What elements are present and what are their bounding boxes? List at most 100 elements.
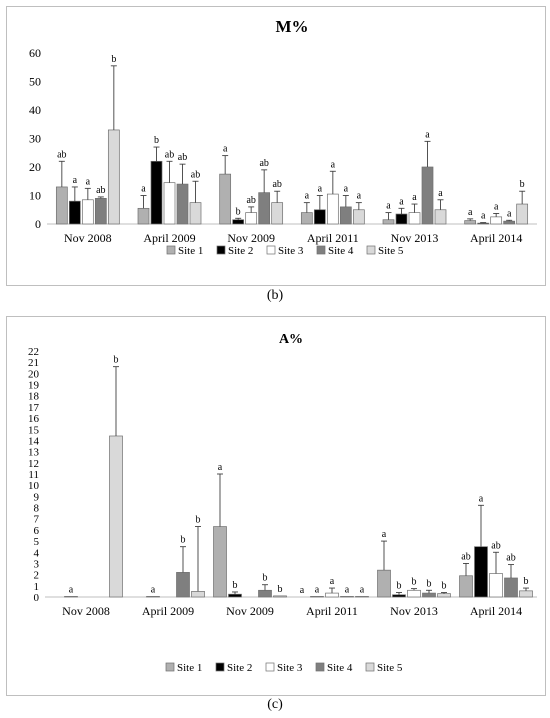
m-significance-label: a bbox=[331, 159, 336, 170]
a-legend-label: Site 5 bbox=[377, 662, 403, 674]
a-significance-label: a bbox=[315, 584, 320, 595]
m-significance-label: a bbox=[481, 211, 486, 222]
m-bar bbox=[55, 186, 68, 225]
a-significance-label: a bbox=[69, 584, 74, 595]
m-x-tick-label: Nov 2013 bbox=[391, 231, 439, 245]
m-significance-label: b bbox=[520, 179, 525, 190]
m-significance-label: ab bbox=[259, 158, 268, 169]
a-x-tick-label: Nov 2008 bbox=[62, 604, 110, 618]
m-significance-label: ab bbox=[272, 179, 281, 190]
a-bar bbox=[176, 572, 190, 598]
m-significance-label: b bbox=[154, 135, 159, 146]
m-x-tick-label: April 2014 bbox=[470, 231, 522, 245]
m-bar bbox=[382, 219, 395, 225]
a-significance-label: b bbox=[114, 355, 119, 366]
a-significance-label: b bbox=[263, 573, 268, 584]
m-legend-swatch bbox=[316, 245, 326, 255]
a-bar bbox=[355, 596, 369, 598]
m-bar bbox=[245, 212, 258, 225]
m-bar bbox=[94, 198, 107, 225]
a-bar bbox=[273, 595, 287, 598]
a-x-tick-label: April 2014 bbox=[470, 604, 522, 618]
m-significance-label: ab bbox=[246, 195, 255, 206]
a-y-tick-label: 1 bbox=[34, 581, 40, 593]
m-significance-label: a bbox=[425, 129, 430, 140]
a-y-tick-label: 3 bbox=[34, 558, 40, 570]
a-significance-label: b bbox=[524, 576, 529, 587]
m-significance-label: a bbox=[86, 176, 91, 187]
a-significance-label: ab bbox=[506, 553, 515, 564]
m-significance-label: a bbox=[412, 192, 417, 203]
m-significance-label: a bbox=[73, 175, 78, 186]
m-legend-label: Site 5 bbox=[378, 245, 404, 257]
m-bar bbox=[464, 220, 477, 225]
m-significance-label: a bbox=[468, 207, 473, 218]
m-significance-label: a bbox=[357, 191, 362, 202]
a-x-tick-label: April 2009 bbox=[142, 604, 194, 618]
a-y-tick-label: 2 bbox=[34, 570, 40, 582]
a-bar bbox=[340, 596, 354, 598]
m-bar bbox=[313, 209, 326, 225]
a-y-tick-label: 13 bbox=[28, 447, 40, 459]
a-y-tick-label: 17 bbox=[28, 402, 40, 414]
m-bar bbox=[189, 202, 202, 225]
chart-panel-m: M% 0 10 20 30 40 50 60 ab a a ab b Nov 2008 a b ab ab ab Ap… bbox=[6, 6, 546, 286]
a-significance-label: b bbox=[427, 578, 432, 589]
m-significance-label: ab bbox=[191, 169, 200, 180]
a-significance-label: ab bbox=[491, 540, 500, 551]
a-y-tick-label: 7 bbox=[34, 514, 40, 526]
m-bar bbox=[163, 182, 176, 225]
m-bar bbox=[258, 192, 271, 225]
m-bar bbox=[434, 209, 447, 225]
m-legend-swatch bbox=[166, 245, 176, 255]
m-bar bbox=[516, 203, 529, 225]
a-significance-label: a bbox=[218, 462, 223, 473]
m-significance-label: a bbox=[318, 184, 323, 195]
m-significance-label: a bbox=[305, 191, 310, 202]
a-significance-label: b bbox=[181, 535, 186, 546]
m-x-tick-label: April 2011 bbox=[307, 231, 359, 245]
a-bar bbox=[191, 591, 205, 598]
m-legend-label: Site 2 bbox=[228, 245, 253, 257]
a-y-tick-label: 20 bbox=[28, 368, 40, 380]
a-bar bbox=[422, 592, 436, 598]
a-significance-label: b bbox=[278, 584, 283, 595]
a-chart-title: A% bbox=[279, 332, 303, 347]
panel-label-b: (b) bbox=[266, 288, 284, 303]
a-x-tick-label: Nov 2009 bbox=[226, 604, 274, 618]
a-bar bbox=[407, 589, 421, 598]
m-bar bbox=[503, 220, 516, 225]
m-y-tick-label: 50 bbox=[29, 75, 41, 89]
m-chart-title: M% bbox=[275, 17, 308, 36]
a-significance-label: ab bbox=[461, 551, 470, 562]
panel-label-c: (c) bbox=[267, 697, 283, 712]
m-significance-label: a bbox=[386, 201, 391, 212]
chart-panel-a: A% 0 1 2 3 4 5 6 7 8 9 10 11 12 13 14 15 16 17 18 19 20 21 22 a b… bbox=[6, 316, 546, 696]
m-bar bbox=[219, 173, 232, 225]
a-significance-label: a bbox=[479, 493, 484, 504]
m-bar bbox=[395, 213, 408, 225]
m-bar bbox=[271, 202, 284, 225]
a-y-tick-label: 12 bbox=[28, 458, 39, 470]
a-bar bbox=[377, 569, 391, 598]
m-y-tick-label: 30 bbox=[29, 132, 41, 146]
a-legend-label: Site 3 bbox=[277, 662, 303, 674]
a-legend-swatch bbox=[165, 662, 175, 672]
a-y-tick-label: 18 bbox=[28, 391, 40, 403]
m-significance-label: a bbox=[438, 188, 443, 199]
m-legend-label: Site 3 bbox=[278, 245, 304, 257]
m-significance-label: a bbox=[507, 208, 512, 219]
m-bar bbox=[421, 166, 434, 225]
m-bar bbox=[352, 209, 365, 225]
a-legend-label: Site 4 bbox=[327, 662, 353, 674]
m-x-tick-label: Nov 2008 bbox=[64, 231, 112, 245]
a-significance-label: b bbox=[233, 580, 238, 591]
a-bar bbox=[474, 546, 488, 598]
a-y-tick-label: 4 bbox=[34, 547, 40, 559]
a-bar bbox=[258, 589, 272, 598]
a-legend-label: Site 2 bbox=[227, 662, 252, 674]
m-bar bbox=[68, 200, 81, 225]
m-bar bbox=[176, 183, 189, 225]
m-y-tick-label: 40 bbox=[29, 103, 41, 117]
